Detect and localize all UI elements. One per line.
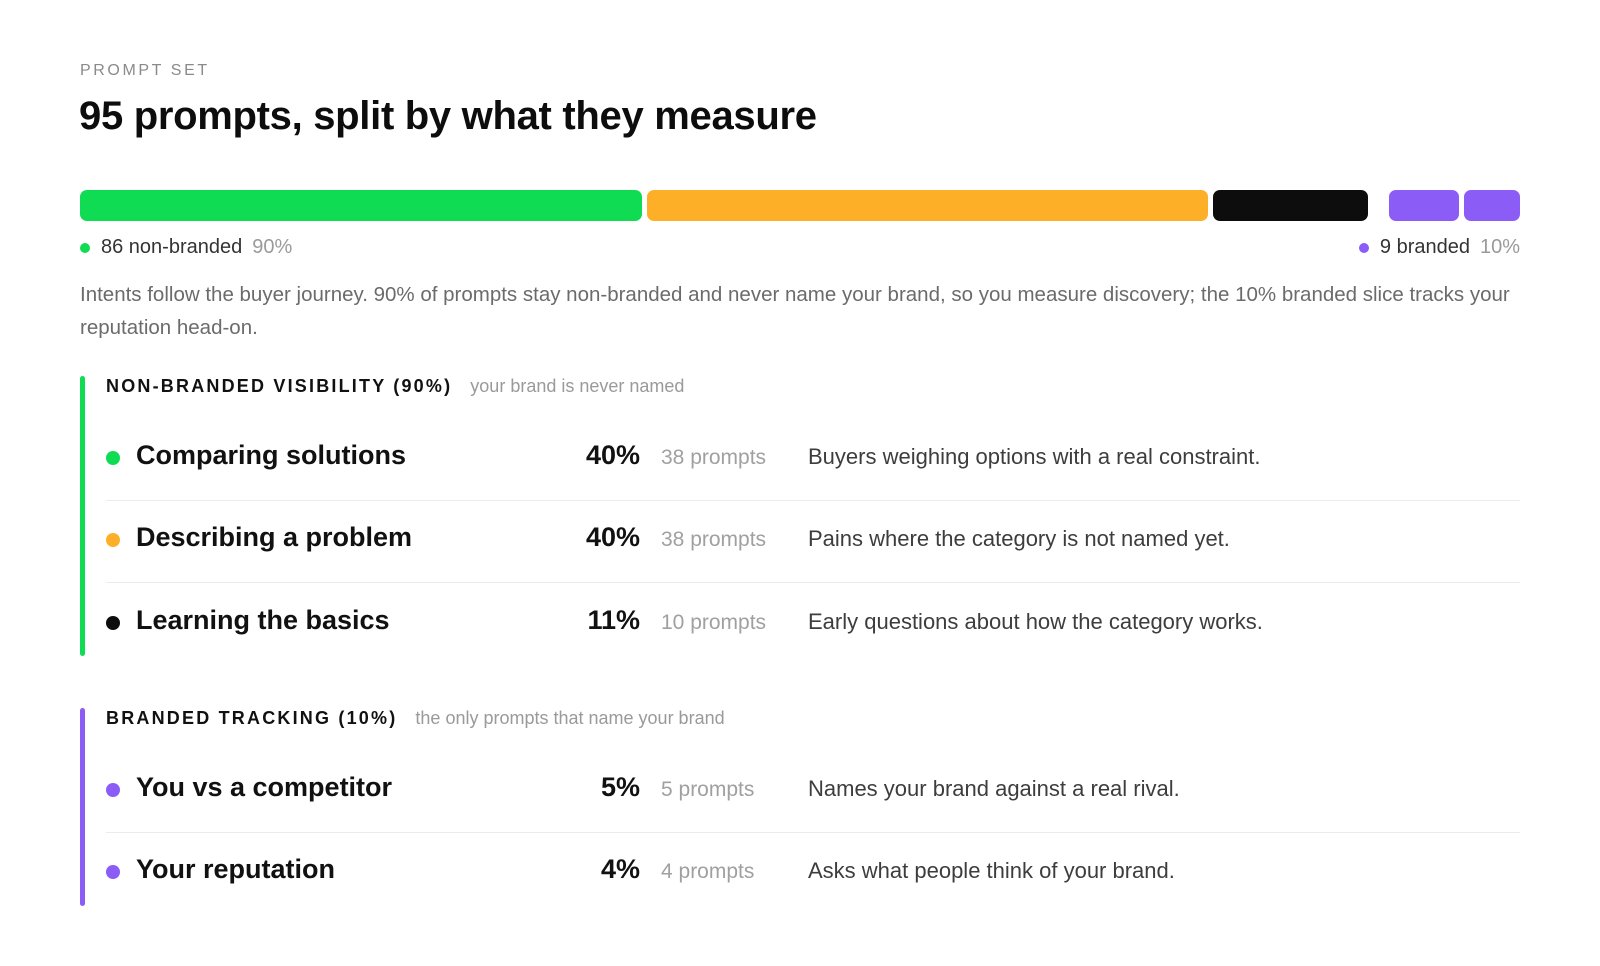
page-title: 95 prompts, split by what they measure <box>79 94 817 138</box>
legend-branded-label: 9 branded <box>1379 236 1470 258</box>
eyebrow-label: PROMPT SET <box>80 62 210 79</box>
distribution-bar <box>80 190 1520 221</box>
section-rule <box>80 376 85 656</box>
section-header: NON-BRANDED VISIBILITY (90%) your brand … <box>106 376 684 397</box>
intent-description: Pains where the category is not named ye… <box>808 526 1230 551</box>
branded-dot-icon <box>1358 242 1369 253</box>
dot-icon <box>106 783 120 797</box>
bar-segment-comparing-solutions <box>80 190 642 221</box>
dot-icon <box>106 865 120 879</box>
section-rule <box>80 708 85 906</box>
dot-icon <box>106 533 120 547</box>
intent-name: Comparing solutions <box>136 440 406 470</box>
section-note: your brand is never named <box>470 376 685 396</box>
bar-segment-learning-the-basics <box>1213 190 1368 221</box>
dot-icon <box>106 451 120 465</box>
legend-non-branded-label: 86 non-branded <box>101 236 243 258</box>
intent-pct: 5% <box>600 772 640 802</box>
intent-name: Learning the basics <box>136 605 390 635</box>
intent-pct: 4% <box>600 854 640 884</box>
intent-pct: 40% <box>585 522 640 552</box>
intent-name: Describing a problem <box>136 522 413 552</box>
intent-description: Buyers weighing options with a real cons… <box>808 444 1261 469</box>
legend-branded-pct: 10% <box>1479 236 1520 258</box>
intent-count: 10 prompts <box>661 611 767 634</box>
non-branded-dot-icon <box>80 242 90 253</box>
intent-count: 38 prompts <box>661 446 767 469</box>
section-header: BRANDED TRACKING (10%) the only prompts … <box>106 708 725 729</box>
dot-icon <box>106 616 120 630</box>
intent-name: You vs a competitor <box>136 772 393 802</box>
intent-count: 5 prompts <box>661 778 755 801</box>
intent-name: Your reputation <box>136 854 335 884</box>
intent-description: Names your brand against a real rival. <box>808 776 1180 801</box>
section-title: BRANDED TRACKING (10%) <box>106 708 398 728</box>
intent-pct: 40% <box>585 440 640 470</box>
section-non-branded: NON-BRANDED VISIBILITY (90%) your brand … <box>80 376 1520 656</box>
intent-count: 4 prompts <box>661 860 755 883</box>
intent-description: Early questions about how the category w… <box>808 609 1263 634</box>
legend-non-branded: 86 non-branded 90% <box>80 236 292 259</box>
intro-text: Intents follow the buyer journey. 90% of… <box>80 283 1510 339</box>
intent-row: Describing a problem 40% 38 prompts Pain… <box>106 498 1520 583</box>
intent-row: Your reputation 4% 4 prompts Asks what p… <box>106 830 1520 914</box>
section-title: NON-BRANDED VISIBILITY (90%) <box>106 376 453 396</box>
bar-segment-you-vs-a-competitor <box>1388 190 1459 221</box>
intent-count: 38 prompts <box>661 528 767 551</box>
section-branded: BRANDED TRACKING (10%) the only prompts … <box>80 708 1520 906</box>
intent-row: You vs a competitor 5% 5 prompts Names y… <box>106 748 1520 833</box>
bar-segment-describing-a-problem <box>646 190 1209 221</box>
legend-non-branded-pct: 90% <box>252 236 293 258</box>
intent-row: Comparing solutions 40% 38 prompts Buyer… <box>106 416 1520 501</box>
intent-description: Asks what people think of your brand. <box>808 858 1175 883</box>
legend-branded: 9 branded 10% <box>1358 236 1520 259</box>
section-note: the only prompts that name your brand <box>415 708 725 728</box>
intent-pct: 11% <box>587 605 640 635</box>
intent-row: Learning the basics 11% 10 prompts Early… <box>106 581 1520 665</box>
bar-segment-your-reputation <box>1463 190 1520 221</box>
